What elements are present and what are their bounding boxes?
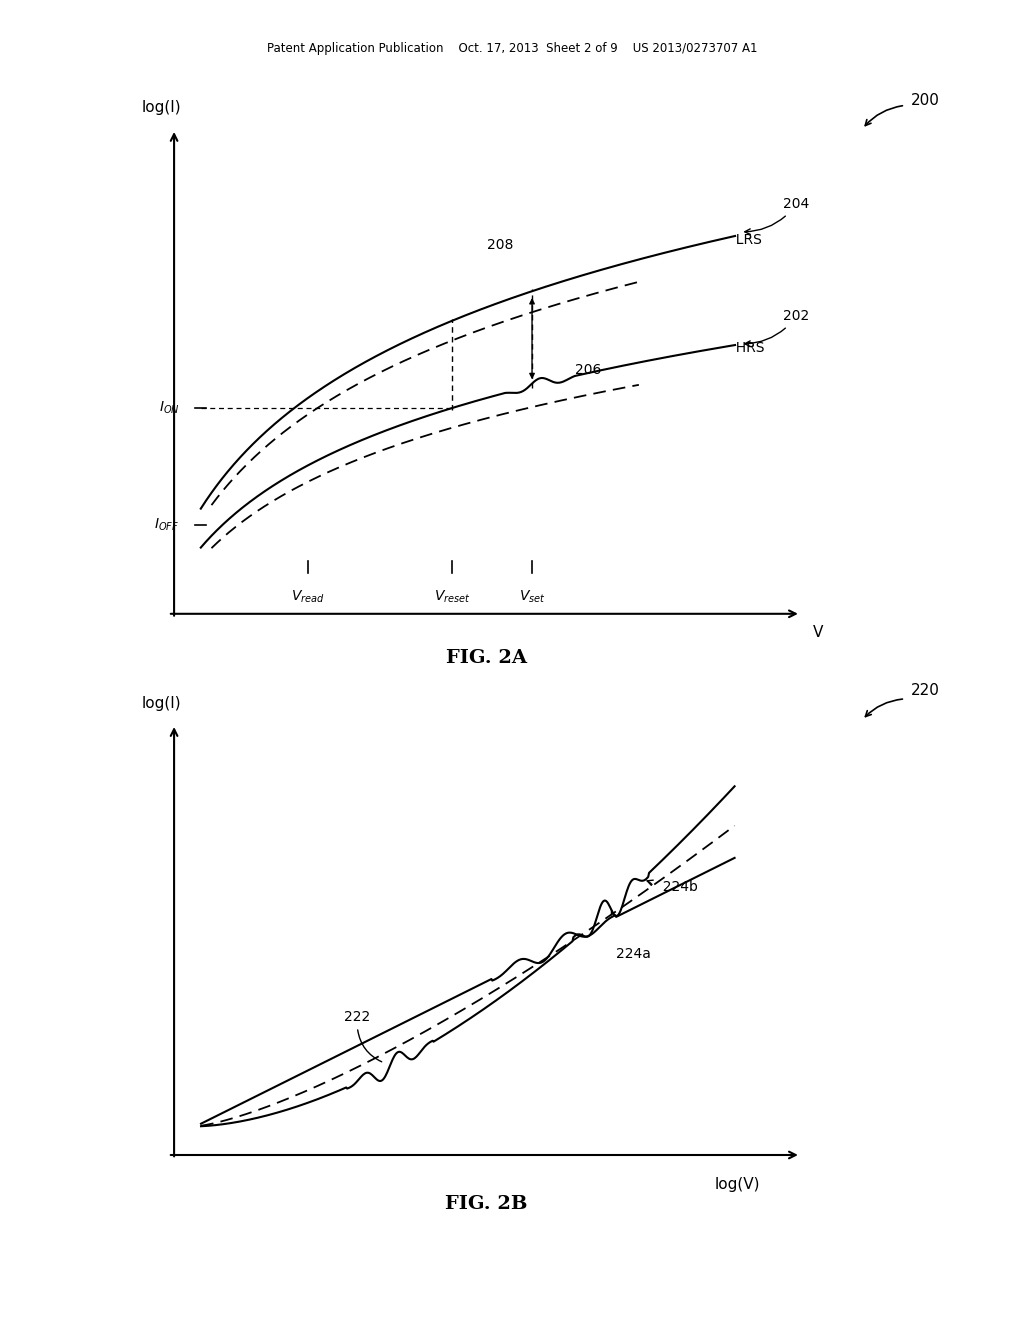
Text: 202: 202 <box>744 309 809 346</box>
Text: LRS: LRS <box>727 232 762 247</box>
Text: 224b: 224b <box>653 879 697 894</box>
Text: $V_{set}$: $V_{set}$ <box>519 589 546 605</box>
Text: 224a: 224a <box>616 948 651 961</box>
Text: $I_{ON}$: $I_{ON}$ <box>159 400 179 416</box>
Text: FIG. 2A: FIG. 2A <box>445 649 527 668</box>
Text: log(I): log(I) <box>142 100 181 115</box>
Text: 208: 208 <box>486 238 513 252</box>
Text: $I_{OFF}$: $I_{OFF}$ <box>155 517 179 533</box>
Text: 206: 206 <box>574 363 601 378</box>
Text: Patent Application Publication    Oct. 17, 2013  Sheet 2 of 9    US 2013/0273707: Patent Application Publication Oct. 17, … <box>266 42 758 55</box>
Text: $V_{read}$: $V_{read}$ <box>291 589 325 605</box>
Text: $V_{reset}$: $V_{reset}$ <box>433 589 470 605</box>
Text: 204: 204 <box>744 198 809 235</box>
Text: 222: 222 <box>344 1010 371 1023</box>
Text: HRS: HRS <box>727 341 765 355</box>
Text: 220: 220 <box>911 682 940 698</box>
Text: log(V): log(V) <box>715 1177 760 1192</box>
Text: 200: 200 <box>911 94 940 108</box>
Text: log(I): log(I) <box>142 697 181 711</box>
Text: V: V <box>813 626 823 640</box>
Text: FIG. 2B: FIG. 2B <box>445 1195 527 1213</box>
